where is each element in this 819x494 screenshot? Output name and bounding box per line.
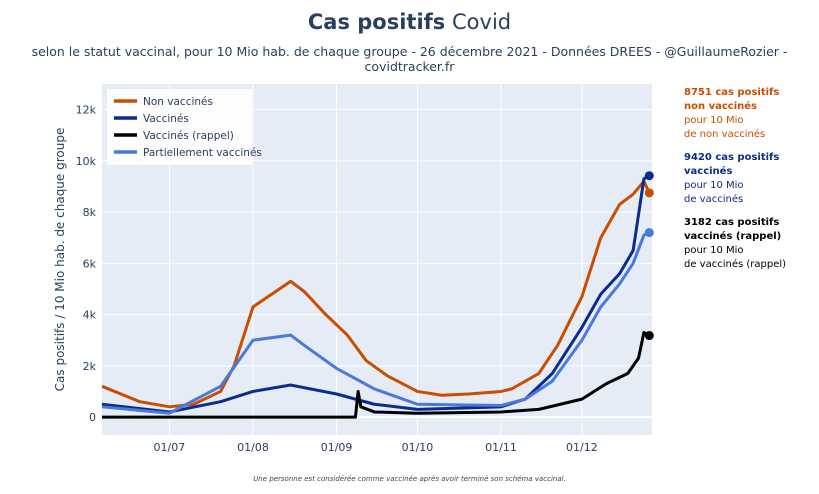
y-tick-label: 0	[89, 411, 96, 424]
ann-bold: 8751 cas positifs	[684, 87, 780, 98]
chart-subtitle: selon le statut vaccinal, pour 10 Mio ha…	[31, 44, 788, 74]
ann-line: pour 10 Mio	[684, 180, 744, 191]
chart-title: Cas positifs Covid	[0, 10, 819, 34]
y-tick-label: 6k	[83, 257, 97, 270]
legend-label: Vaccinés	[143, 113, 189, 125]
x-tick-label: 01/09	[321, 441, 353, 454]
ann-line: de vaccinés (rappel)	[684, 259, 787, 270]
last-point-marker	[644, 171, 654, 181]
annotation-rappel: 3182 cas positifs vaccinés (rappel) pour 1…	[684, 216, 786, 272]
y-tick-label: 8k	[83, 206, 97, 219]
last-point-marker	[644, 188, 654, 198]
y-tick-label: 12k	[76, 104, 97, 117]
last-point-marker	[644, 331, 654, 341]
series-line-non-vaccin-s	[101, 179, 651, 409]
y-tick-label: 2k	[83, 360, 97, 373]
y-tick-label: 10k	[76, 155, 97, 168]
ann-bold: non vaccinés	[684, 101, 757, 112]
ann-bold: vaccinés (rappel)	[684, 231, 782, 242]
last-point-marker	[644, 228, 654, 238]
x-tick-label: 01/07	[154, 441, 186, 454]
y-axis-label: Cas positifs / 10 Mio hab. de chaque gro…	[53, 128, 67, 392]
y-tick-label: 4k	[83, 309, 97, 322]
legend-label: Non vaccinés	[143, 96, 213, 108]
ann-bold: 9420 cas positifs	[684, 152, 780, 163]
footer-note: Une personne est considérée comme vaccin…	[253, 475, 566, 483]
title-rest: Covid	[452, 10, 512, 34]
legend-label: Partiellement vaccinés	[143, 147, 262, 159]
x-tick-label: 01/12	[566, 441, 598, 454]
x-tick-label: 01/08	[237, 441, 269, 454]
x-tick-label: 01/10	[402, 441, 434, 454]
series-line-partiellement-vaccin-s	[101, 231, 650, 415]
title-bold: Cas positifs	[307, 10, 446, 34]
ann-bold: vaccinés	[684, 166, 733, 177]
x-tick-label: 01/11	[485, 441, 517, 454]
ann-line: de vaccinés	[684, 194, 744, 205]
ann-bold: 3182 cas positifs	[684, 217, 780, 228]
ann-line: pour 10 Mio	[684, 245, 744, 256]
ann-line: pour 10 Mio	[684, 115, 744, 126]
legend-label: Vaccinés (rappel)	[143, 130, 234, 142]
ann-line: de non vaccinés	[684, 129, 766, 140]
annotation-non-vaccines: 8751 cas positifs non vaccinés pour 10 Mio…	[684, 86, 779, 142]
series-line-vaccin-s-rappel-	[102, 331, 651, 419]
annotation-vaccines: 9420 cas positifs vaccinés pour 10 Mio de v…	[684, 151, 779, 207]
